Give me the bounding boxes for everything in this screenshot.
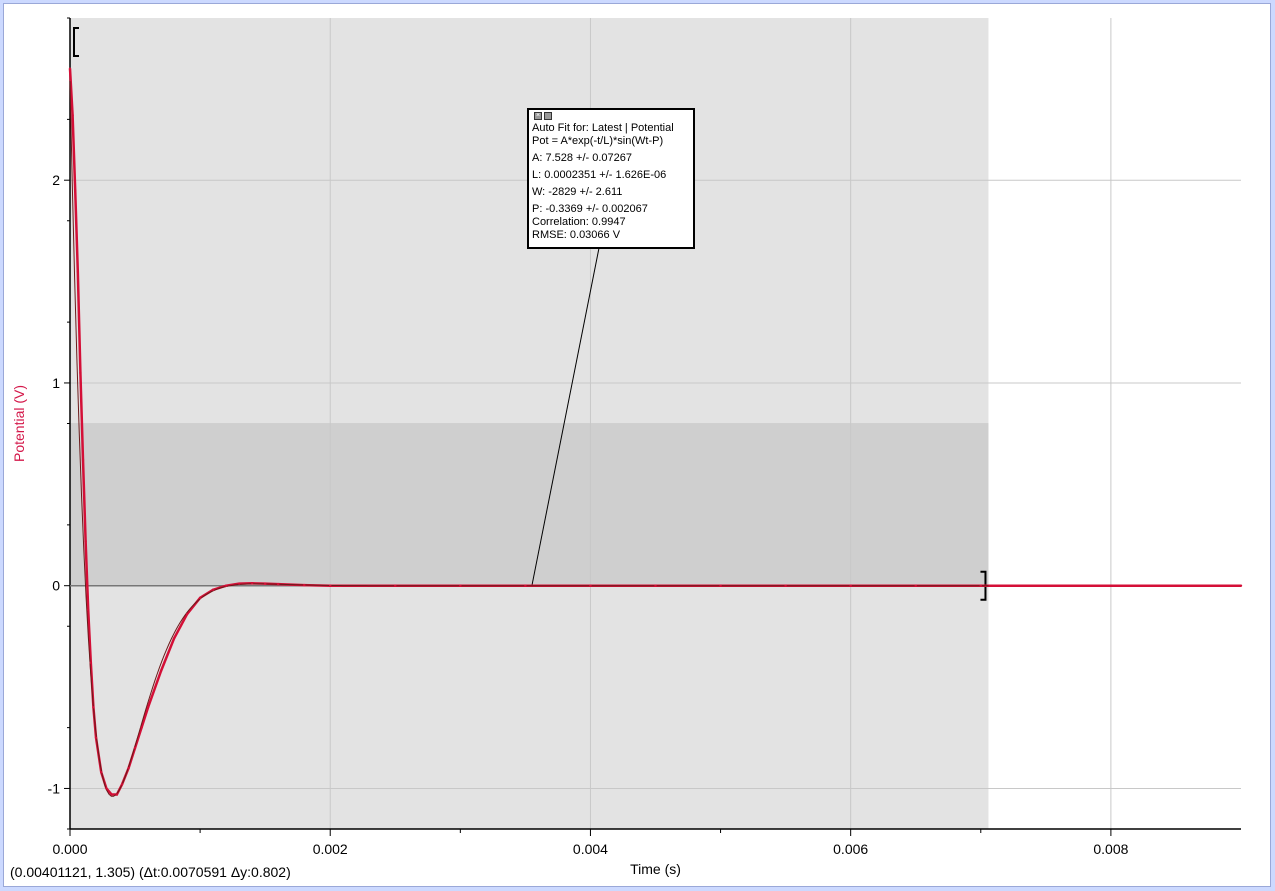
data-point xyxy=(1239,584,1243,587)
data-point xyxy=(92,706,95,709)
data-point xyxy=(185,612,189,616)
data-point xyxy=(68,67,72,70)
data-point xyxy=(276,582,280,586)
data-point xyxy=(654,584,657,587)
fit-param-p: P: -0.3369 +/- 0.002067 xyxy=(532,203,648,215)
fit-title: Auto Fit for: Latest | Potential xyxy=(532,122,674,134)
data-point xyxy=(329,584,332,587)
x-tick-label: 0.008 xyxy=(1093,841,1128,857)
data-point xyxy=(198,596,202,600)
data-point xyxy=(719,584,722,587)
y-tick-label: 2 xyxy=(52,172,60,188)
x-axis-title: Time (s) xyxy=(630,861,681,877)
data-point xyxy=(120,783,124,786)
data-points xyxy=(68,67,1243,796)
data-point xyxy=(237,582,241,585)
data-point xyxy=(127,766,130,770)
data-point xyxy=(79,371,82,375)
data-point xyxy=(172,637,176,640)
data-point xyxy=(105,787,108,790)
data-point xyxy=(459,584,462,587)
data-point xyxy=(914,584,917,587)
data-point xyxy=(1174,584,1178,587)
data-point xyxy=(1109,584,1113,587)
fit-curve-line xyxy=(69,81,989,797)
y-tick-label: 1 xyxy=(52,375,60,391)
examine-readout: (0.00401121, 1.305) (Δt:0.0070591 Δy:0.8… xyxy=(10,864,291,880)
data-point xyxy=(115,793,119,796)
data-point xyxy=(263,582,267,585)
fit-param-l: L: 0.0002351 +/- 1.626E-06 xyxy=(532,169,667,181)
data-point xyxy=(303,583,306,587)
fit-correlation: Correlation: 0.9947 xyxy=(532,216,626,228)
x-tick-label: 0.004 xyxy=(573,841,608,857)
fit-rmse: RMSE: 0.03066 V xyxy=(532,229,621,241)
data-point xyxy=(89,661,93,664)
fit-leader-line xyxy=(531,247,600,586)
x-tick-label: 0.006 xyxy=(833,841,868,857)
options-icon[interactable] xyxy=(544,112,552,120)
data-point xyxy=(94,736,98,739)
fit-param-w: W: -2829 +/- 2.611 xyxy=(532,186,623,198)
data-point xyxy=(849,584,852,587)
data-point xyxy=(524,584,527,587)
close-icon[interactable]: × xyxy=(534,112,542,120)
data-point xyxy=(146,706,150,709)
left-region-bracket xyxy=(73,27,79,57)
data-point xyxy=(394,584,397,587)
data-point xyxy=(1044,584,1048,587)
fit-equation: Pot = A*exp(-t/L)*sin(Wt-P) xyxy=(532,135,664,147)
y-tick-label: -1 xyxy=(48,780,61,796)
data-point xyxy=(211,588,215,591)
selection-region xyxy=(70,423,989,586)
data-point xyxy=(84,539,87,543)
data-point xyxy=(110,793,113,796)
data-point xyxy=(224,584,228,587)
data-point xyxy=(71,114,74,117)
tick-labels: 0.000 0.002 0.004 0.006 0.008 -1 0 1 2 xyxy=(48,172,1129,857)
data-point xyxy=(140,726,143,729)
graph-window: 0.000 0.002 0.004 0.006 0.008 -1 0 1 2 Time (s) … xyxy=(3,3,1271,887)
y-axis-title: Potential (V) xyxy=(11,385,27,462)
data-point xyxy=(133,746,137,750)
data-point xyxy=(589,584,592,587)
data-point xyxy=(250,582,254,585)
x-tick-label: 0.000 xyxy=(52,841,87,857)
x-tick-label: 0.002 xyxy=(313,841,348,857)
fit-param-a: A: 7.528 +/- 0.07267 xyxy=(532,152,632,164)
data-point xyxy=(979,584,982,587)
data-point xyxy=(87,608,90,612)
data-point xyxy=(784,584,787,587)
data-point xyxy=(100,771,103,774)
y-tick-label: 0 xyxy=(52,578,60,594)
data-point xyxy=(76,270,80,273)
curve-fit-box[interactable]: × Auto Fit for: Latest | Potential Pot =… xyxy=(527,108,695,249)
data-point xyxy=(81,458,85,462)
data-point xyxy=(74,189,77,192)
data-point xyxy=(159,669,163,673)
